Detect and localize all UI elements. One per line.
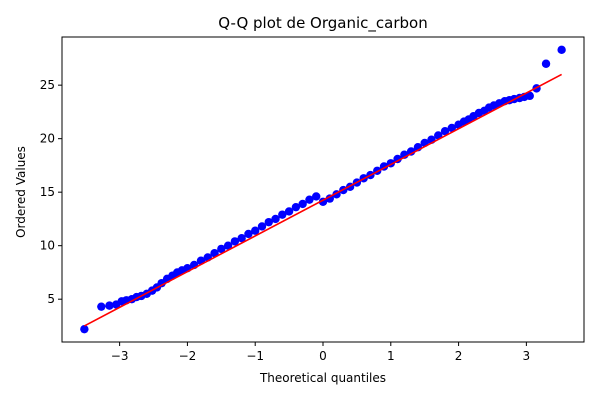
y-axis-label: Ordered Values xyxy=(14,146,28,238)
qq-point xyxy=(271,214,280,224)
qq-point xyxy=(264,217,273,227)
x-tick-label: −1 xyxy=(246,349,264,363)
qq-point xyxy=(278,210,287,219)
y-tick-label: 25 xyxy=(40,78,55,92)
qq-point xyxy=(406,147,416,156)
x-axis-label: Theoretical quantiles xyxy=(259,371,386,385)
qq-point xyxy=(305,195,314,204)
qq-point xyxy=(244,229,253,239)
qq-point xyxy=(105,301,114,310)
y-tick-label: 10 xyxy=(40,239,55,253)
qq-point xyxy=(291,202,301,212)
qq-point xyxy=(393,154,402,164)
qq-point xyxy=(447,123,457,133)
qq-point xyxy=(97,302,106,311)
chart-title: Q-Q plot de Organic_carbon xyxy=(218,14,427,33)
y-tick-label: 20 xyxy=(40,132,55,146)
qq-point xyxy=(284,207,294,216)
qq-point xyxy=(440,126,450,136)
qq-point xyxy=(230,237,240,246)
x-tick-label: −2 xyxy=(179,349,197,363)
qq-point xyxy=(541,59,551,68)
qq-point xyxy=(237,233,246,243)
qq-point xyxy=(325,194,334,203)
x-tick-label: 1 xyxy=(387,349,395,363)
x-tick-label: 3 xyxy=(523,349,531,363)
plot-area: −3 −2 −1 0 1 2 3 5 10 15 20 25 xyxy=(40,36,585,363)
qq-point xyxy=(223,241,233,250)
qq-point xyxy=(257,222,267,231)
x-tick-label: 2 xyxy=(455,349,463,363)
qq-point xyxy=(312,192,321,201)
qq-point xyxy=(217,244,226,254)
x-tick-label: 0 xyxy=(319,349,327,363)
qq-point xyxy=(298,199,307,209)
qq-point xyxy=(525,91,534,101)
y-tick-label: 15 xyxy=(40,185,55,199)
y-tick-label: 5 xyxy=(47,292,55,306)
qq-point xyxy=(557,45,566,55)
qq-fit-line xyxy=(83,73,563,327)
qq-point xyxy=(210,248,219,258)
qq-point xyxy=(251,226,260,235)
x-tick-label: −3 xyxy=(111,349,129,363)
qq-point xyxy=(80,324,89,334)
